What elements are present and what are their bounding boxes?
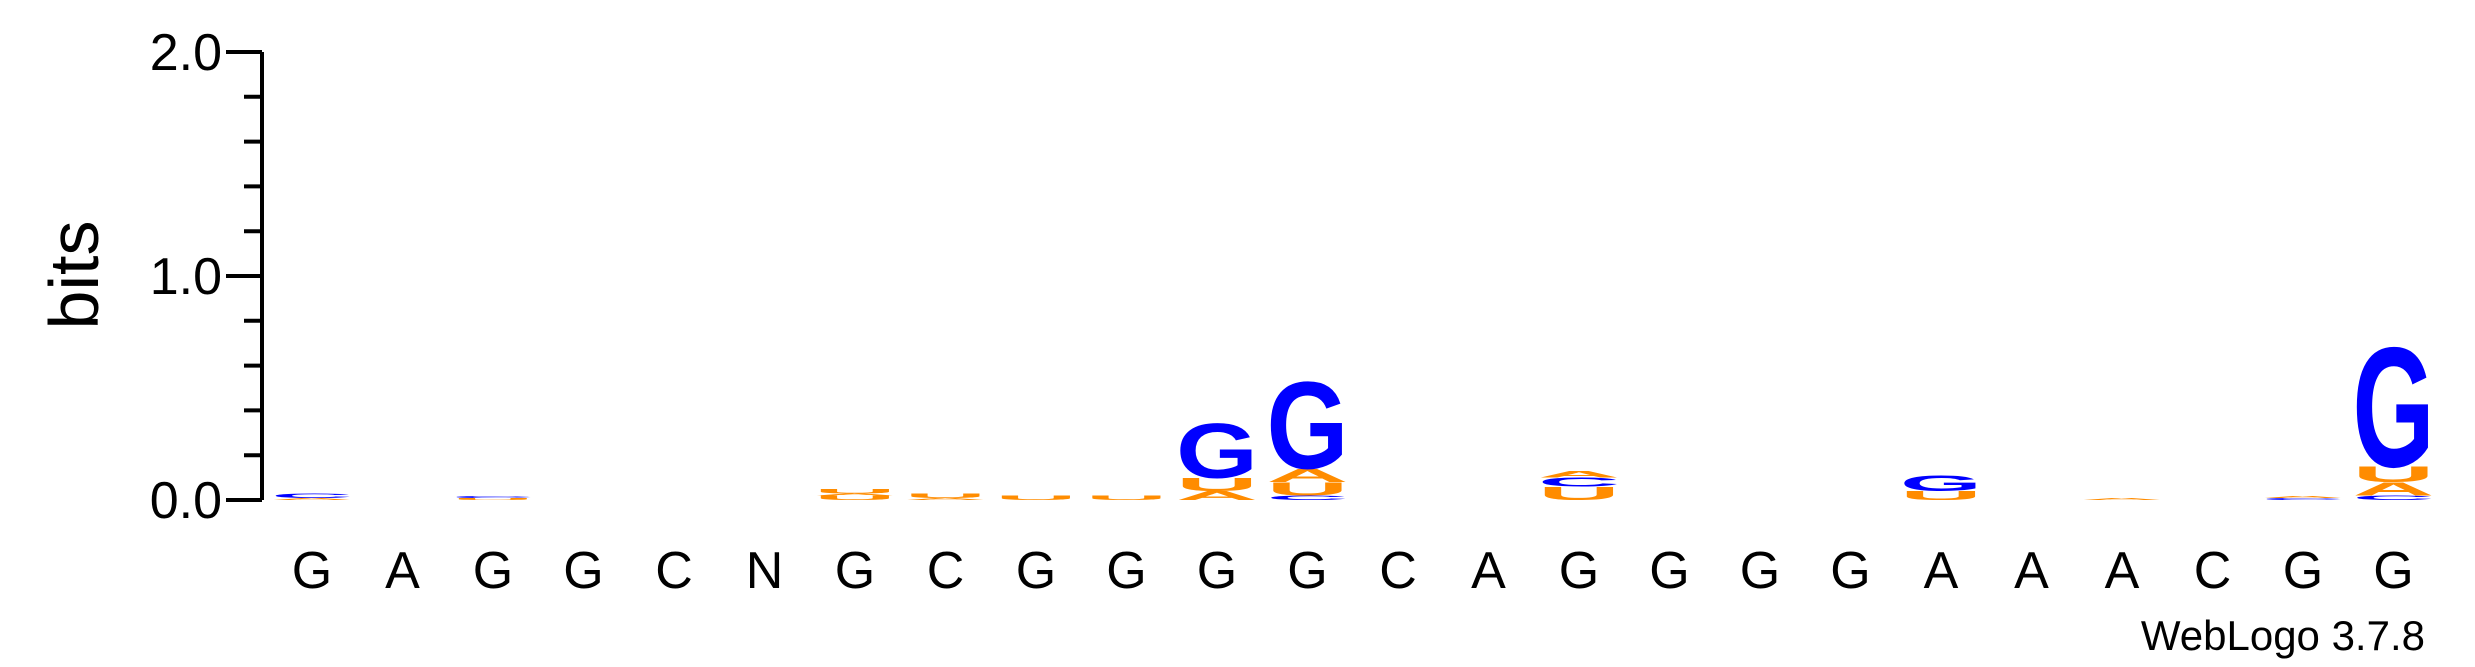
position-label: A (2105, 542, 2140, 600)
logo-letter-glyph: A (2081, 497, 2163, 500)
logo-letter: C (452, 495, 534, 498)
logo-letter-glyph: U (1086, 494, 1168, 501)
position-label: C (2194, 542, 2232, 600)
position-label: G (1559, 542, 1599, 600)
position-label: C (1379, 542, 1417, 600)
position-label: G (1197, 542, 1237, 600)
position-label: G (1830, 542, 1870, 600)
position-label: A (1471, 542, 1506, 600)
logo-letter-glyph: U (905, 492, 987, 499)
logo-letter-glyph: A (1538, 469, 1620, 479)
logo-letter: U (905, 492, 987, 499)
logo-letter-glyph: C (452, 495, 534, 498)
logo-letter: G (1176, 407, 1258, 494)
position-label: C (655, 542, 693, 600)
position-label: A (385, 542, 420, 600)
logo-letter-glyph: G (2353, 311, 2435, 503)
logo-letter: A (1538, 469, 1620, 479)
logo-letter: U (814, 488, 896, 495)
logo-letter: A (2081, 497, 2163, 500)
position-label: G (563, 542, 603, 600)
logo-letter: G (1900, 471, 1982, 495)
position-label: G (473, 542, 513, 600)
logo-letter-glyph: G (1267, 356, 1349, 495)
weblogo-version-label: WebLogo 3.7.8 (2141, 612, 2425, 659)
position-label: G (2373, 542, 2413, 600)
logo-letter: U (995, 494, 1077, 501)
y-tick-label: 0.0 (150, 472, 222, 530)
y-axis-label: bits (35, 221, 113, 330)
position-label: A (1924, 542, 1959, 600)
position-label: G (1016, 542, 1056, 600)
position-label: G (835, 542, 875, 600)
logo-letter: G (1267, 356, 1349, 495)
y-tick-label: 2.0 (150, 24, 222, 82)
y-axis (226, 52, 262, 500)
position-label: C (927, 542, 965, 600)
position-label: G (1740, 542, 1780, 600)
position-label: G (1287, 542, 1327, 600)
position-label: A (2014, 542, 2049, 600)
y-tick-label: 1.0 (150, 248, 222, 306)
position-label: G (2283, 542, 2323, 600)
logo-letter: U (1086, 494, 1168, 501)
position-label: G (292, 542, 332, 600)
logo-letter: A (2262, 495, 2344, 498)
logo-letter: C (271, 492, 353, 499)
logo-letter-glyph: C (271, 492, 353, 499)
logo-letter-glyph: U (995, 494, 1077, 501)
position-label: G (1649, 542, 1689, 600)
logo-letter: G (2353, 311, 2435, 503)
logo-letter-glyph: U (814, 488, 896, 495)
logo-letter-glyph: A (2262, 495, 2344, 498)
y-tick-labels: 0.0 1.0 2.0 (150, 24, 222, 530)
logo-letter-glyph: G (1900, 471, 1982, 495)
position-label: N (746, 542, 784, 600)
position-label: G (1106, 542, 1146, 600)
logo-letter-glyph: G (1176, 407, 1258, 494)
